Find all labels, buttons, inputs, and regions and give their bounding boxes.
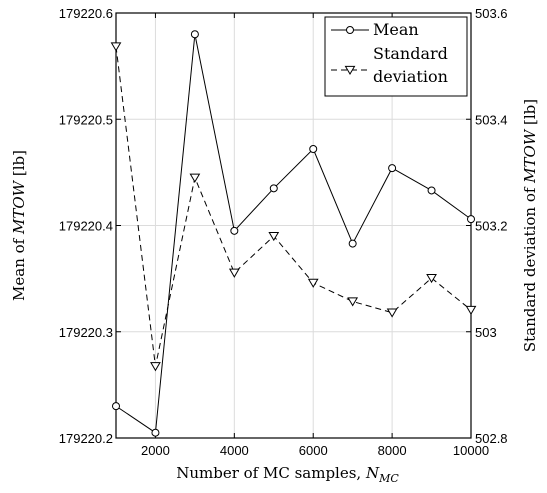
x-tick-label: 6000 xyxy=(299,443,328,458)
y-right-tick-label: 503.2 xyxy=(475,219,508,234)
y-left-tick-label: 179220.6 xyxy=(59,6,113,21)
y-axis-left-label: Mean of MTOW [lb] xyxy=(10,150,28,301)
x-axis-label: Number of MC samples, NMC xyxy=(176,464,399,485)
y-axis-right-label: Standard deviation of MTOW [lb] xyxy=(521,99,539,352)
axis-ticks: 2000 4000 6000 8000 10000 179220.2 179220.3 179… xyxy=(59,6,508,458)
legend-label-std-line1: Standard xyxy=(373,44,448,63)
mean-point xyxy=(151,428,160,437)
y-left-tick-label: 179220.3 xyxy=(59,325,113,340)
x-axis-label-text: Number of MC samples, xyxy=(176,464,366,482)
std-point xyxy=(189,173,201,183)
y-left-tick-label: 179220.5 xyxy=(59,112,113,127)
y-axis-left-label-var: MTOW xyxy=(10,179,28,235)
mean-point xyxy=(112,402,120,411)
series-mean xyxy=(112,30,475,437)
legend-marker-mean xyxy=(346,26,354,34)
legend-symbol-std xyxy=(331,65,369,76)
mean-point xyxy=(388,164,397,173)
series-standard-deviation xyxy=(110,42,477,372)
mean-point xyxy=(230,226,239,235)
y-right-tick-label: 503.6 xyxy=(475,6,508,21)
std-point xyxy=(426,273,437,284)
mean-point xyxy=(427,186,436,195)
y-right-tick-label: 502.8 xyxy=(475,431,508,446)
std-point xyxy=(268,232,280,242)
std-line xyxy=(115,46,472,367)
x-axis-label-var: N xyxy=(365,464,380,482)
y-left-tick-label: 179220.4 xyxy=(59,219,113,234)
legend-symbol-mean xyxy=(331,26,369,34)
legend-marker-std xyxy=(344,65,356,76)
x-tick-label: 2000 xyxy=(141,443,170,458)
std-point xyxy=(386,308,398,318)
y-axis-left-label-prefix: Mean of xyxy=(10,234,28,301)
legend: Mean Standard deviation xyxy=(324,16,468,97)
y-axis-right-label-suffix: [lb] xyxy=(521,99,539,130)
std-point xyxy=(347,297,359,307)
std-point xyxy=(228,268,240,278)
y-axis-right-label-var: MTOW xyxy=(521,128,539,184)
x-tick-label: 4000 xyxy=(220,443,249,458)
std-point xyxy=(307,278,319,288)
x-axis-label-subscript: MC xyxy=(378,472,399,485)
y-axis-right-label-prefix: Standard deviation of xyxy=(521,183,539,352)
y-right-tick-label: 503.4 xyxy=(475,112,508,127)
series-layer xyxy=(110,30,477,437)
y-axis-left-label-suffix: [lb] xyxy=(10,150,28,181)
mean-line xyxy=(115,34,472,434)
std-point xyxy=(110,42,122,52)
y-right-tick-label: 503 xyxy=(475,325,497,340)
mean-point xyxy=(269,184,278,193)
y-left-tick-label: 179220.2 xyxy=(59,431,113,446)
mean-point xyxy=(467,215,475,224)
x-tick-label: 10000 xyxy=(453,443,489,458)
std-point xyxy=(465,305,477,316)
mean-point xyxy=(348,239,357,248)
mean-point xyxy=(190,30,199,39)
legend-label-std-line2: deviation xyxy=(373,67,448,86)
legend-label-mean: Mean xyxy=(373,20,419,39)
std-point xyxy=(150,362,161,372)
mean-point xyxy=(309,145,318,153)
x-tick-label: 8000 xyxy=(378,443,407,458)
